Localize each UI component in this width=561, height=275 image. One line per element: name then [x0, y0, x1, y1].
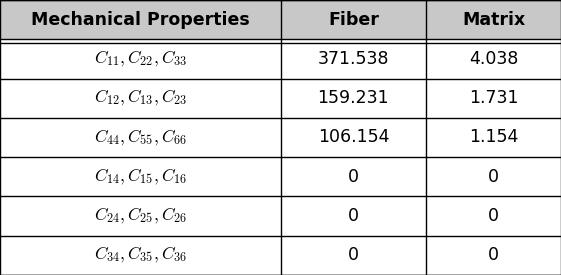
- Text: Mechanical Properties: Mechanical Properties: [31, 11, 250, 29]
- Text: $C_{34}, C_{35}, C_{36}$: $C_{34}, C_{35}, C_{36}$: [94, 245, 187, 265]
- Text: 0: 0: [348, 168, 359, 186]
- Text: 0: 0: [488, 246, 499, 264]
- Text: Fiber: Fiber: [328, 11, 379, 29]
- Text: Matrix: Matrix: [462, 11, 525, 29]
- Text: 0: 0: [348, 246, 359, 264]
- Text: 0: 0: [348, 207, 359, 225]
- Text: $C_{24}, C_{25}, C_{26}$: $C_{24}, C_{25}, C_{26}$: [94, 206, 187, 226]
- Text: $C_{12}, C_{13}, C_{23}$: $C_{12}, C_{13}, C_{23}$: [94, 88, 187, 108]
- Text: 159.231: 159.231: [318, 89, 389, 107]
- Text: 106.154: 106.154: [318, 128, 389, 147]
- Text: 1.731: 1.731: [469, 89, 518, 107]
- Text: $C_{44}, C_{55}, C_{66}$: $C_{44}, C_{55}, C_{66}$: [94, 128, 187, 147]
- Bar: [0, 0, 561, 39]
- Text: $C_{11}, C_{22}, C_{33}$: $C_{11}, C_{22}, C_{33}$: [94, 49, 187, 69]
- Text: $C_{14}, C_{15}, C_{16}$: $C_{14}, C_{15}, C_{16}$: [94, 167, 187, 187]
- Text: 1.154: 1.154: [469, 128, 518, 147]
- Text: 0: 0: [488, 207, 499, 225]
- Text: 371.538: 371.538: [318, 50, 389, 68]
- Text: 4.038: 4.038: [469, 50, 518, 68]
- Text: 0: 0: [488, 168, 499, 186]
